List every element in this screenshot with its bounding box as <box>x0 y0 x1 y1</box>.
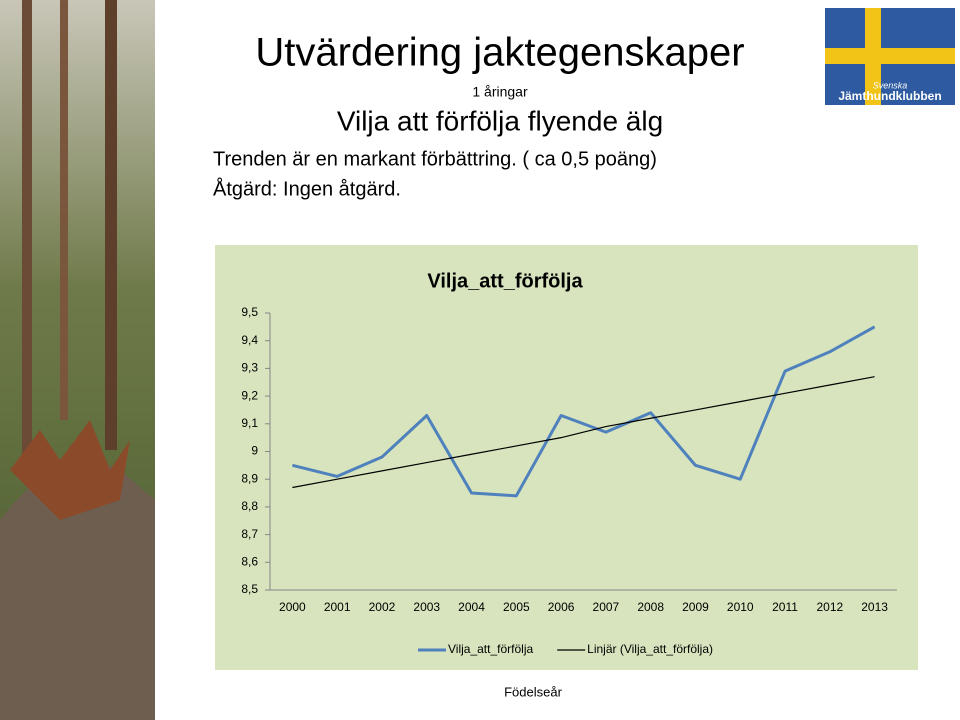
y-tick-label: 9,5 <box>241 305 258 319</box>
x-axis-label: Födelseår <box>504 684 562 699</box>
y-tick-label: 9,4 <box>241 333 258 347</box>
x-tick-label: 2010 <box>727 600 754 614</box>
y-tick-label: 8,8 <box>241 499 258 513</box>
y-tick-label: 8,6 <box>241 554 258 568</box>
x-tick-label: 2009 <box>682 600 709 614</box>
x-tick-label: 2006 <box>548 600 575 614</box>
logo-text: Svenska <box>873 80 908 90</box>
y-tick-label: 8,9 <box>241 471 258 485</box>
x-tick-label: 2002 <box>369 600 396 614</box>
y-tick-label: 9,1 <box>241 416 258 430</box>
logo: Svenska Jämthundklubben <box>825 8 955 105</box>
y-tick-label: 9 <box>251 444 258 458</box>
x-tick-label: 2008 <box>637 600 664 614</box>
x-tick-label: 2000 <box>279 600 306 614</box>
y-tick-label: 8,5 <box>241 582 258 596</box>
x-tick-label: 2011 <box>772 600 798 614</box>
y-tick-label: 9,3 <box>241 361 258 375</box>
logo-text: Jämthundklubben <box>838 89 941 103</box>
x-tick-label: 2007 <box>593 600 620 614</box>
x-tick-label: 2013 <box>861 600 888 614</box>
body-line: Åtgärd: Ingen åtgärd. <box>213 177 401 200</box>
x-tick-label: 2001 <box>324 600 351 614</box>
photo <box>0 0 155 720</box>
slide-heading: Vilja att förfölja flyende älg <box>337 105 663 136</box>
x-tick-label: 2003 <box>413 600 440 614</box>
x-tick-label: 2005 <box>503 600 530 614</box>
trend-line <box>292 376 875 489</box>
chart-title: Vilja_att_förfölja <box>427 270 583 292</box>
chart-area <box>215 245 918 670</box>
slide-subtitle: 1 åringar <box>472 84 528 100</box>
y-tick-label: 9,2 <box>241 388 258 402</box>
y-tick-label: 8,7 <box>241 527 258 541</box>
legend-label: Vilja_att_förfölja <box>448 642 533 656</box>
x-tick-label: 2012 <box>816 600 843 614</box>
legend-label: Linjär (Vilja_att_förfölja) <box>587 642 713 656</box>
data-line <box>292 325 876 498</box>
body-line: Trenden är en markant förbättring. ( ca … <box>213 148 657 170</box>
slide-title: Utvärdering jaktegenskaper <box>255 31 744 75</box>
x-tick-label: 2004 <box>458 600 485 614</box>
